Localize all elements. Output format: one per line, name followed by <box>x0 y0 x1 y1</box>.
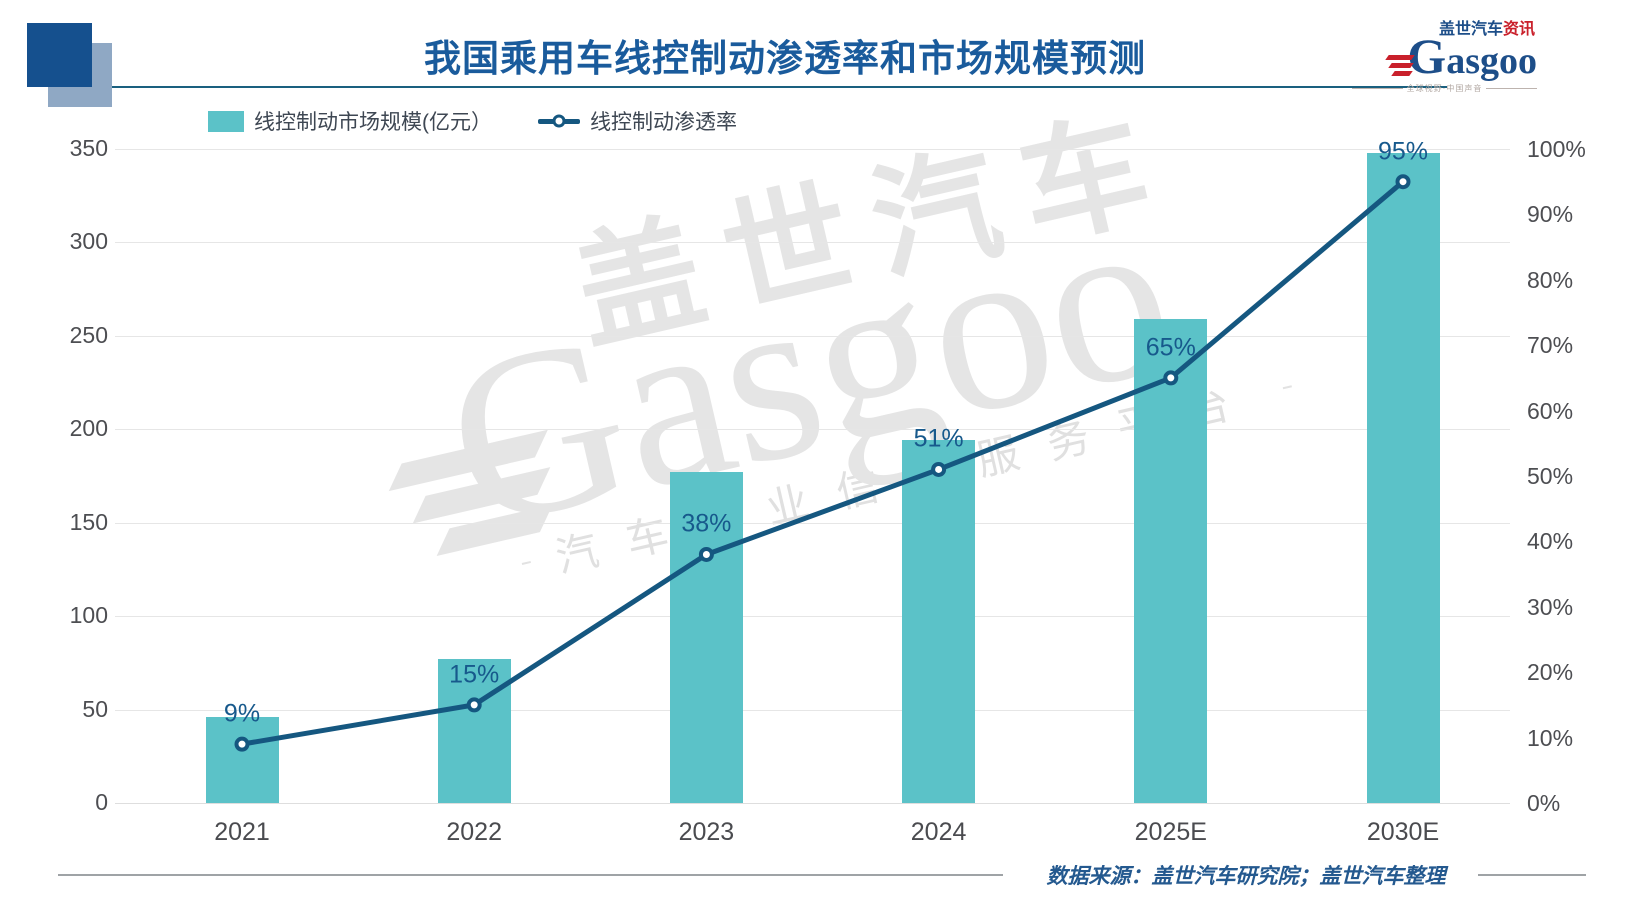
legend: 线控制动市场规模(亿元） 线控制动渗透率 <box>208 106 737 136</box>
source-rule-left <box>58 874 1003 876</box>
tagline-dash-left <box>1352 88 1403 89</box>
bar-2024 <box>902 440 976 803</box>
header-rule <box>92 86 1447 88</box>
x-axis-label-2025E: 2025E <box>1134 818 1207 846</box>
penetration-line <box>241 179 1405 747</box>
bar-swatch-icon <box>208 110 244 132</box>
gasgoo-logo-cn-text: 盖世汽车资讯 <box>1352 22 1535 38</box>
gasgoo-logo-wordmark: Gasgoo <box>1407 28 1537 84</box>
right-axis-tick-40: 40% <box>1527 528 1574 555</box>
left-axis-tick-250: 250 <box>69 321 108 348</box>
legend-item-market-size: 线控制动市场规模(亿元） <box>208 106 492 136</box>
source-note: 数据来源：盖世汽车研究院；盖世汽车整理 <box>1046 865 1446 888</box>
x-axis-label-2023: 2023 <box>678 818 735 846</box>
x-axis-label-2024: 2024 <box>910 818 967 846</box>
gasgoo-logo-tagline-row: 全球视野·中国声音 <box>1352 83 1538 94</box>
point-label-2030E: 95% <box>1377 137 1429 166</box>
grid-line-150 <box>115 522 1510 524</box>
gasgoo-logo: 盖世汽车资讯 Gasgoo 全球视野·中国声音 <box>1352 22 1538 94</box>
watermark-line-right <box>1282 384 1292 389</box>
grid-line-200 <box>115 429 1510 431</box>
right-axis-tick-10: 10% <box>1527 724 1574 751</box>
source-row: 数据来源：盖世汽车研究院；盖世汽车整理 <box>0 860 1640 890</box>
point-label-2024: 51% <box>913 424 964 453</box>
right-axis-tick-90: 90% <box>1527 201 1574 228</box>
grid-line-300 <box>115 242 1510 244</box>
gasgoo-logo-cn: 盖世汽车 <box>1438 21 1503 38</box>
grid-line-50 <box>115 709 1510 711</box>
right-axis-tick-20: 20% <box>1527 659 1574 686</box>
source-rule-right <box>1478 874 1586 876</box>
right-axis-tick-30: 30% <box>1527 593 1574 620</box>
grid-line-250 <box>115 335 1510 337</box>
gasgoo-logo-wordmark-row: Gasgoo <box>1352 36 1537 81</box>
left-axis-tick-350: 350 <box>69 135 108 161</box>
bar-2021 <box>205 717 279 803</box>
x-axis-label-2030E: 2030E <box>1366 818 1440 846</box>
bar-2025E <box>1134 319 1208 803</box>
right-axis-tick-80: 80% <box>1527 266 1574 293</box>
tagline-dash-right <box>1486 88 1538 89</box>
decor-square-dark <box>27 23 92 87</box>
right-axis-tick-70: 70% <box>1527 332 1574 359</box>
gasgoo-logo-cn-suffix: 资讯 <box>1502 21 1535 38</box>
left-axis-tick-150: 150 <box>69 508 108 535</box>
legend-label-market-size: 线控制动市场规模(亿元） <box>254 111 492 134</box>
legend-item-penetration: 线控制动渗透率 <box>538 106 737 136</box>
right-axis-tick-50: 50% <box>1527 463 1574 489</box>
x-axis-label-2022: 2022 <box>446 818 502 846</box>
grid-line-350 <box>115 149 1510 150</box>
right-axis-tick-0: 0% <box>1527 790 1561 816</box>
point-label-2025E: 65% <box>1145 333 1196 362</box>
line-marker-icon <box>538 114 580 128</box>
right-axis-tick-60: 60% <box>1527 397 1574 424</box>
watermark-line-left <box>521 560 531 565</box>
grid-line-0 <box>115 803 1510 804</box>
left-axis-tick-200: 200 <box>69 415 108 442</box>
left-axis-tick-100: 100 <box>69 602 108 629</box>
legend-label-penetration: 线控制动渗透率 <box>590 111 737 134</box>
x-axis-label-2021: 2021 <box>214 818 270 846</box>
left-axis-tick-300: 300 <box>69 228 108 255</box>
right-axis-tick-100: 100% <box>1527 136 1586 162</box>
chart-title: 我国乘用车线控制动渗透率和市场规模预测 <box>424 38 1146 79</box>
gasgoo-stripes-icon <box>1385 55 1416 76</box>
left-axis-tick-0: 0 <box>95 789 108 815</box>
point-label-2022: 15% <box>449 660 500 689</box>
point-label-2021: 9% <box>223 699 261 728</box>
left-axis-tick-50: 50 <box>82 695 108 722</box>
grid-line-100 <box>115 616 1510 618</box>
gasgoo-logo-tagline: 全球视野·中国声音 <box>1406 84 1483 93</box>
point-label-2023: 38% <box>681 509 732 538</box>
watermark-stripes-icon <box>388 429 561 561</box>
bar-2030E <box>1366 152 1440 803</box>
